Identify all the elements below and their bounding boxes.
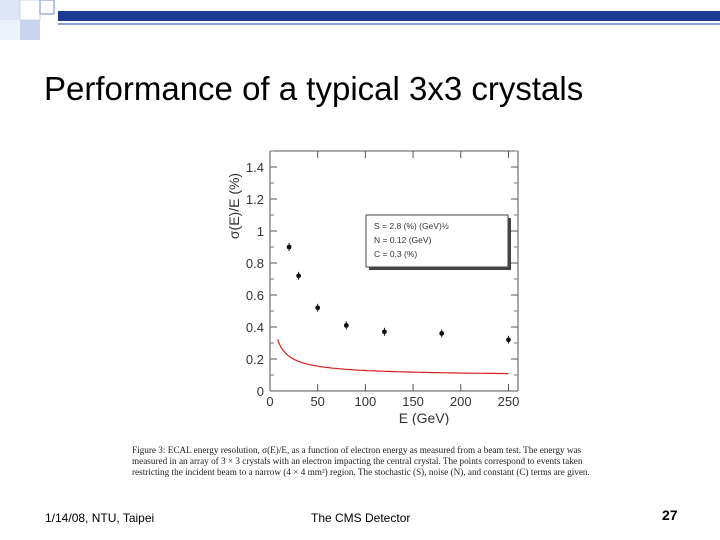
x-axis-label: E (GeV) <box>399 410 450 425</box>
x-tick-label: 0 <box>266 394 273 409</box>
legend-line: C = 0.3 (%) <box>374 249 417 259</box>
footer-title: The CMS Detector <box>311 511 411 525</box>
deco-square <box>19 0 41 21</box>
data-point <box>343 323 349 328</box>
y-tick-label: 0.8 <box>246 256 264 271</box>
deco-square <box>0 20 20 40</box>
x-tick-label: 150 <box>402 394 424 409</box>
legend-box <box>365 214 509 268</box>
fit-curve <box>277 339 509 375</box>
data-point <box>439 331 445 336</box>
deco-square <box>20 20 40 40</box>
header-bar <box>58 11 720 21</box>
resolution-chart: 0 50 100 150 200 250 0 0.2 0.4 0.6 0.8 1 1.2 1.4 E (Ge… <box>226 150 520 425</box>
data-point <box>286 244 292 250</box>
y-tick-label: 1.2 <box>246 192 264 207</box>
footer-date-location: 1/14/08, NTU, Taipei <box>45 511 155 525</box>
page-number: 27 <box>662 507 678 523</box>
legend-line: N = 0.12 (GeV) <box>374 235 432 245</box>
header-bar-thin <box>58 23 720 25</box>
x-tick-label: 250 <box>498 394 520 409</box>
x-tick-label: 50 <box>310 394 324 409</box>
x-tick-label: 200 <box>450 394 472 409</box>
slide-title: Performance of a typical 3x3 crystals <box>44 70 584 107</box>
figure-caption: Figure 3: ECAL energy resolution, σ(E)/E… <box>132 445 590 477</box>
data-point <box>315 305 321 311</box>
y-tick-label: 0.4 <box>246 320 264 335</box>
header-bar-gap <box>58 21 720 23</box>
x-tick-label: 100 <box>355 394 377 409</box>
data-point <box>296 273 302 279</box>
y-tick-label: 0.2 <box>246 352 264 367</box>
header-decoration <box>0 0 720 40</box>
deco-square <box>39 0 55 15</box>
deco-square <box>0 0 20 20</box>
y-axis-label: σ(E)/E (%) <box>226 173 242 239</box>
y-tick-label: 0.6 <box>246 288 264 303</box>
data-point <box>506 337 511 343</box>
data-point <box>382 329 387 335</box>
y-tick-label: 1 <box>257 224 264 239</box>
legend-line: S = 2.8 (%) (GeV)½ <box>374 221 449 231</box>
y-tick-label: 0 <box>257 384 264 399</box>
y-tick-label: 1.4 <box>246 160 264 175</box>
